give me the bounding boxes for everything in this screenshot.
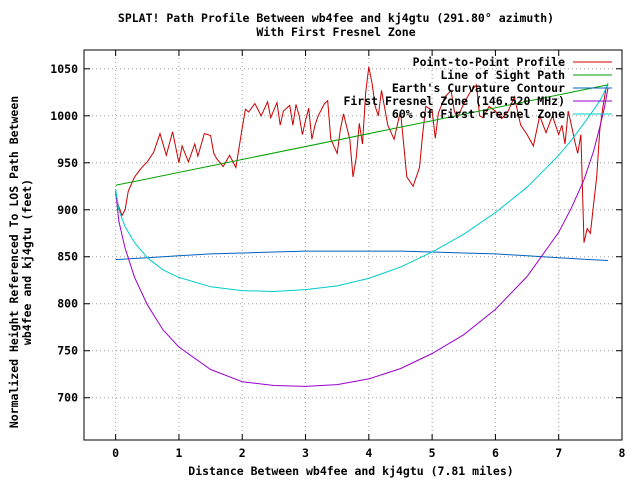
y-tick-label: 1050 xyxy=(50,62,78,76)
x-tick-label: 5 xyxy=(429,446,436,460)
legend-label-3: First Fresnel Zone (146.520 MHz) xyxy=(343,94,565,108)
y-tick-label: 700 xyxy=(57,391,78,405)
y-tick-label: 1000 xyxy=(50,109,78,123)
chart-subtitle: With First Fresnel Zone xyxy=(256,25,415,39)
x-tick-label: 2 xyxy=(239,446,246,460)
x-tick-label: 8 xyxy=(619,446,626,460)
y-tick-label: 950 xyxy=(57,156,78,170)
legend-label-1: Line of Sight Path xyxy=(440,68,565,82)
legend-label-2: Earth's Curvature Contour xyxy=(392,81,565,95)
ticks: 0 1 2 3 4 5 6 7 8 700 750 800 850 900 950 1000 1050 xyxy=(50,50,626,460)
series-line-4 xyxy=(115,82,609,293)
y-tick-label: 850 xyxy=(57,250,78,264)
series-line-0 xyxy=(115,66,609,243)
x-tick-label: 6 xyxy=(492,446,499,460)
y-tick-label: 750 xyxy=(57,344,78,358)
y-tick-label: 800 xyxy=(57,297,78,311)
series-line-1 xyxy=(115,84,609,186)
x-tick-label: 7 xyxy=(555,446,562,460)
x-tick-label: 4 xyxy=(365,446,372,460)
y-tick-label: 900 xyxy=(57,203,78,217)
y-axis-label-line2: wb4fee and kj4gtu (feet) xyxy=(20,179,34,345)
series-group xyxy=(115,66,609,387)
legend-label-0: Point-to-Point Profile xyxy=(413,55,565,69)
grid xyxy=(84,50,623,440)
x-tick-label: 1 xyxy=(175,446,182,460)
legend-label-4: 60% of First Fresnel Zone xyxy=(392,107,565,121)
y-axis-label-line1: Normalized Height Referenced To LOS Path… xyxy=(7,96,21,428)
plot-frame xyxy=(83,49,623,441)
x-axis-label: Distance Between wb4fee and kj4gtu (7.81… xyxy=(188,464,513,478)
chart-title: SPLAT! Path Profile Between wb4fee and k… xyxy=(118,11,554,25)
series-line-3 xyxy=(115,87,609,387)
series-line-2 xyxy=(115,250,609,261)
x-tick-label: 3 xyxy=(302,446,309,460)
x-tick-label: 0 xyxy=(112,446,119,460)
